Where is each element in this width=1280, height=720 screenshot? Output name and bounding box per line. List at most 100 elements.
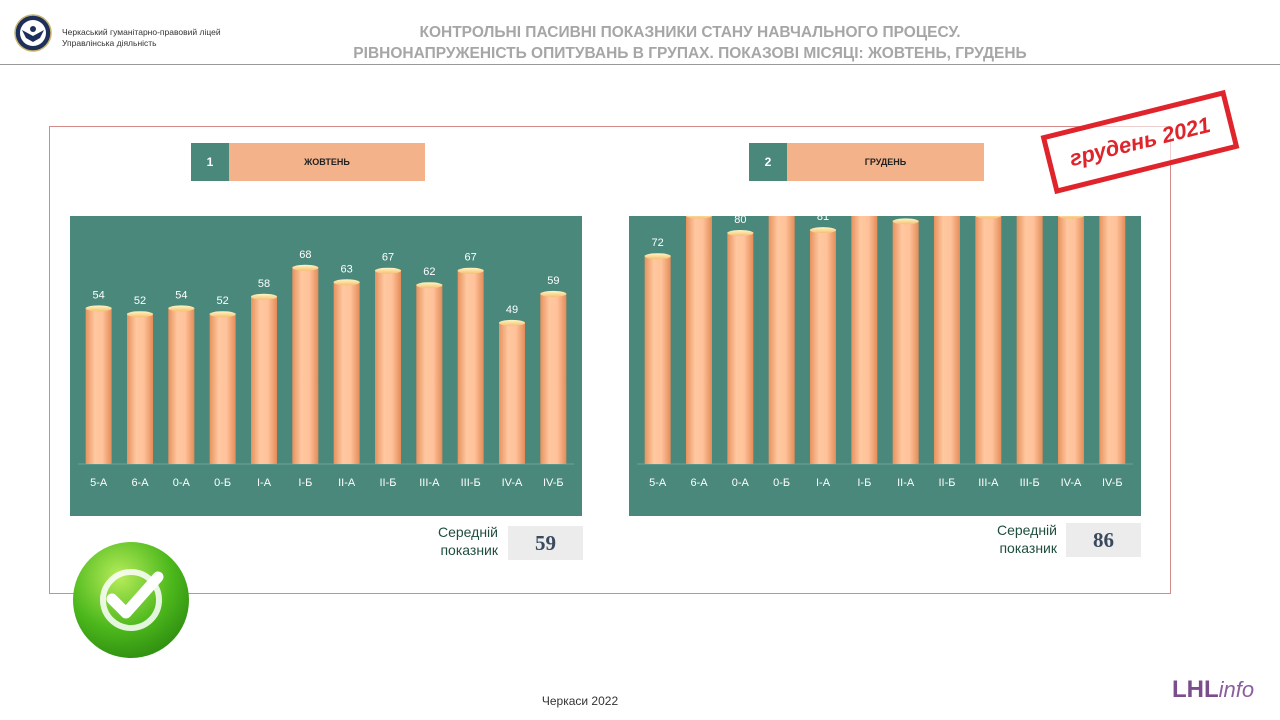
bar-cap [375,267,401,274]
tick-label: 0-А [173,477,191,489]
eagle-seal-icon [14,14,52,52]
data-label: 63 [341,263,353,275]
data-label: 72 [652,237,664,249]
bar-cap [416,282,443,289]
average-value-october: 59 [508,526,583,560]
bar-cap [644,253,671,260]
tick-label: 6-А [131,477,149,489]
bar [727,232,754,464]
month-tag-december: 2 ГРУДЕНЬ [749,143,984,181]
average-label-line-2: показник [999,540,1057,556]
data-label: 62 [423,266,435,278]
data-label: 58 [258,278,270,290]
data-label: 67 [465,252,477,264]
tick-label: 5-А [649,477,667,489]
tick-label: 0-Б [773,477,790,489]
bar-cap [1058,216,1084,219]
bar-cap [540,290,567,297]
data-label: 80 [734,216,746,226]
tick-label: І-Б [298,477,312,489]
tick-label: ІІІ-Б [461,477,481,489]
bar [768,216,795,464]
average-value-december: 86 [1066,523,1141,557]
bar-cap [333,279,360,286]
bar-cap [251,293,277,300]
average-label-december: Середній показник [957,521,1057,557]
brand-part-1: LHL [1172,676,1219,703]
bar-cap [810,227,836,234]
tick-label: IV-А [502,477,523,489]
bar-cap [168,305,195,312]
organization-name: Черкаський гуманітарно-правовий ліцей Уп… [62,27,221,49]
tick-label: ІІ-А [897,477,915,489]
page-title: КОНТРОЛЬНІ ПАСИВНІ ПОКАЗНИКИ СТАНУ НАВЧА… [300,22,1080,64]
average-label-october: Середній показник [398,523,498,559]
bar [85,307,112,464]
month-tag-october: 1 ЖОВТЕНЬ [191,143,425,181]
tick-label: 5-А [90,477,108,489]
footer-location: Черкаси 2022 [541,694,619,708]
month-number: 2 [749,143,787,181]
chart-december-svg: 725-А866-А800-А880-Б81І-А94І-Б84ІІ-А96ІІ… [637,216,1133,489]
month-label: ГРУДЕНЬ [787,143,984,181]
bar [251,295,277,464]
bar [209,313,236,464]
bar-cap [975,216,1002,219]
average-label-line-1: Середній [997,522,1057,538]
month-number: 1 [191,143,229,181]
bar [1058,216,1084,464]
bar [416,284,443,464]
bar [457,269,484,464]
bar-cap [209,311,236,318]
brand-logo: LHLinfo [1172,676,1254,704]
page-title-line-2: РІВНОНАПРУЖЕНІСТЬ ОПИТУВАНЬ В ГРУПАХ. ПО… [353,45,1027,62]
bar [333,281,360,464]
data-label: 52 [134,295,146,307]
tick-label: 0-Б [214,477,231,489]
bar-cap [85,305,112,312]
brand-part-2: info [1218,677,1255,702]
data-label: 54 [175,289,187,301]
bar [1099,216,1126,464]
bar [975,216,1002,464]
bar [1016,216,1043,464]
tick-label: І-А [816,477,831,489]
tick-label: ІІІ-А [419,477,440,489]
bar-cap [292,264,319,271]
bar-cap [892,218,919,225]
data-label: 81 [817,216,829,223]
org-line-2: Управлінська діяльність [62,38,157,48]
bar [292,266,319,464]
data-label: 67 [382,252,394,264]
average-label-line-2: показник [440,542,498,558]
content-frame [49,126,1171,594]
tick-label: ІІІ-Б [1020,477,1040,489]
bar [127,313,153,464]
bar [644,255,671,464]
tick-label: IV-Б [543,477,564,489]
tick-label: І-Б [857,477,871,489]
bar [540,292,567,464]
bar-cap [727,230,754,236]
org-line-1: Черкаський гуманітарно-правовий ліцей [62,27,221,37]
bar [168,307,195,464]
tick-label: 6-А [690,477,708,489]
bar [375,269,401,464]
month-label: ЖОВТЕНЬ [229,143,425,181]
page-title-line-1: КОНТРОЛЬНІ ПАСИВНІ ПОКАЗНИКИ СТАНУ НАВЧА… [419,24,961,41]
tick-label: І-А [257,477,272,489]
tick-label: ІІ-А [338,477,356,489]
data-label: 49 [506,304,518,316]
bar [934,216,960,464]
tick-label: ІІІ-А [978,477,999,489]
bar [851,216,878,464]
header-divider [0,64,1280,65]
tick-label: ІІ-Б [939,477,956,489]
tick-label: IV-А [1061,477,1082,489]
bar [499,321,525,464]
tick-label: IV-Б [1102,477,1123,489]
bar [686,216,712,464]
bar-cap [686,216,712,219]
data-label: 59 [547,275,559,287]
average-label-line-1: Середній [438,524,498,540]
